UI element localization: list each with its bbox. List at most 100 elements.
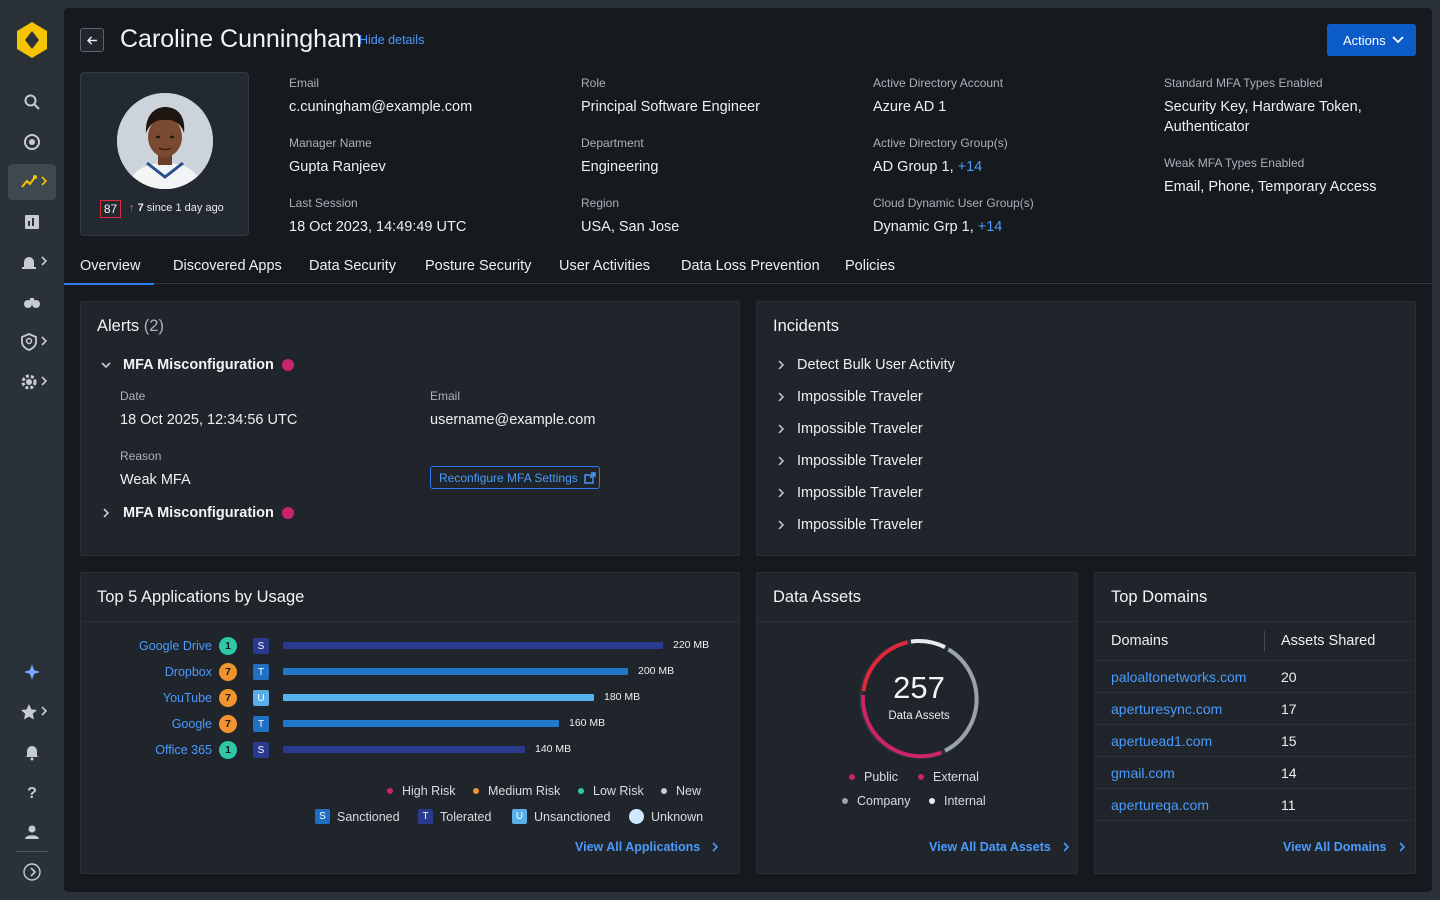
help-icon[interactable]: ? [8,774,56,810]
role-field: Role Principal Software Engineer [581,75,760,117]
risk-score-badge: 7 [219,689,237,707]
legend-new: New [661,784,701,798]
email-value: c.cuningham@example.com [289,99,473,115]
tab-policies[interactable]: Policies [845,258,895,274]
chevron-right-icon [1063,842,1069,852]
search-icon[interactable] [8,84,56,120]
bell-icon[interactable] [8,734,56,770]
domains-column-header[interactable]: Domains [1111,633,1169,649]
external-link-icon [584,471,596,484]
profile-card: 87 ↑ 7 since 1 day ago [80,72,249,236]
data-assets-subtitle: Data Assets [888,710,950,722]
binoculars-icon[interactable] [8,284,56,320]
legend-medium-risk: Medium Risk [473,784,560,798]
view-all-data-assets-link[interactable]: View All Data Assets [929,840,1070,854]
chevron-right-icon [778,488,785,498]
expand-nav-icon[interactable] [8,854,56,890]
tab-bar: Overview Discovered Apps Data Security P… [64,258,1432,285]
incident-item[interactable]: Impossible Traveler [777,389,923,405]
incident-label: Impossible Traveler [797,389,923,405]
manager-label: Manager Name [289,136,372,150]
domain-link[interactable]: paloaltonetworks.com [1111,669,1247,685]
usage-bar[interactable] [283,746,525,753]
card-divider [1095,621,1415,622]
alert-item-collapsed[interactable]: MFA Misconfiguration [101,505,294,521]
back-button[interactable] [80,28,104,52]
std-mfa-value-line1: Security Key, Hardware Token, [1164,99,1362,115]
legend-public: Public [849,770,898,784]
incident-item[interactable]: Impossible Traveler [777,421,923,437]
usage-bar[interactable] [283,720,559,727]
incident-label: Impossible Traveler [797,421,923,437]
legend-tolerated: T Tolerated [418,809,491,824]
usage-bar-label: 140 MB [535,743,572,755]
risk-change-value: 7 [137,202,144,214]
high-risk-dot [281,359,294,371]
svg-text:?: ? [27,785,37,801]
assets-shared-column-header[interactable]: Assets Shared [1281,633,1376,649]
high-risk-dot [281,507,294,519]
shield-search-icon[interactable] [8,324,56,360]
user-activity-icon[interactable] [8,164,56,200]
radar-icon[interactable] [8,124,56,160]
usage-bar[interactable] [283,642,663,649]
tab-discovered-apps[interactable]: Discovered Apps [173,258,282,274]
tab-posture-security[interactable]: Posture Security [425,258,532,274]
domain-link[interactable]: apertuead1.com [1111,733,1213,749]
view-all-applications-link[interactable]: View All Applications [575,840,719,854]
gear-icon[interactable] [8,364,56,400]
tab-user-activities[interactable]: User Activities [559,258,651,274]
department-label: Department [581,136,644,150]
reconfigure-mfa-button[interactable]: Reconfigure MFA Settings [430,466,600,489]
alert-item-expanded[interactable]: MFA Misconfiguration [101,357,294,373]
last-session-value: 18 Oct 2023, 14:49:49 UTC [289,219,467,235]
tab-data-loss-prevention[interactable]: Data Loss Prevention [681,258,820,274]
domain-link[interactable]: apertureqa.com [1111,797,1210,813]
usage-bar-label: 200 MB [638,665,675,677]
app-logo-icon[interactable] [16,22,48,58]
star-icon[interactable] [8,694,56,730]
app-name-link[interactable]: Office 365 [155,743,212,757]
sparkle-ai-icon[interactable] [8,654,56,690]
app-name-link[interactable]: Google [171,717,212,731]
incident-item[interactable]: Impossible Traveler [777,517,923,533]
sanction-status-badge: U [253,690,269,706]
email-label: Email [289,76,320,90]
legend-low-risk: Low Risk [578,784,644,798]
tab-data-security[interactable]: Data Security [309,258,397,274]
chevron-right-icon [778,424,785,434]
reconfigure-mfa-label: Reconfigure MFA Settings [439,470,578,485]
alerts-title: Alerts (2) [97,317,164,336]
user-profile-icon[interactable] [8,814,56,850]
alert-date-value: 18 Oct 2025, 12:34:56 UTC [120,412,298,428]
risk-change: ↑ 7 since 1 day ago [129,202,224,214]
usage-bar[interactable] [283,668,628,675]
arrow-up-icon: ↑ [129,202,135,214]
view-all-domains-link[interactable]: View All Domains [1283,840,1406,854]
department-value: Engineering [581,159,659,175]
tab-overview[interactable]: Overview [64,258,155,285]
hide-details-link[interactable]: Hide details [359,33,425,47]
app-name-link[interactable]: YouTube [162,691,212,705]
dashboard-icon[interactable] [8,204,56,240]
alerts-siren-icon[interactable] [8,244,56,280]
top-domains-card: Top Domains Domains Assets Shared paloal… [1094,572,1416,874]
table-row: apertuead1.com 15 [1095,725,1415,757]
usage-bar-label: 180 MB [604,691,641,703]
incident-item[interactable]: Detect Bulk User Activity [777,357,955,373]
region-field: Region USA, San Jose [581,195,679,237]
app-name-link[interactable]: Google Drive [139,639,212,653]
actions-button[interactable]: Actions [1327,24,1416,56]
sanction-status-badge: S [253,742,269,758]
risk-score-badge: 7 [219,663,237,681]
cloud-groups-more-link[interactable]: +14 [977,219,1003,235]
column-separator [1264,631,1265,651]
domain-link[interactable]: gmail.com [1111,765,1175,781]
usage-bar-label: 220 MB [673,639,710,651]
usage-bar[interactable] [283,694,594,701]
domain-link[interactable]: aperturesync.com [1111,701,1223,717]
app-name-link[interactable]: Dropbox [164,665,212,679]
incident-item[interactable]: Impossible Traveler [777,485,923,501]
ad-groups-more-link[interactable]: +14 [957,159,983,175]
incident-item[interactable]: Impossible Traveler [777,453,923,469]
